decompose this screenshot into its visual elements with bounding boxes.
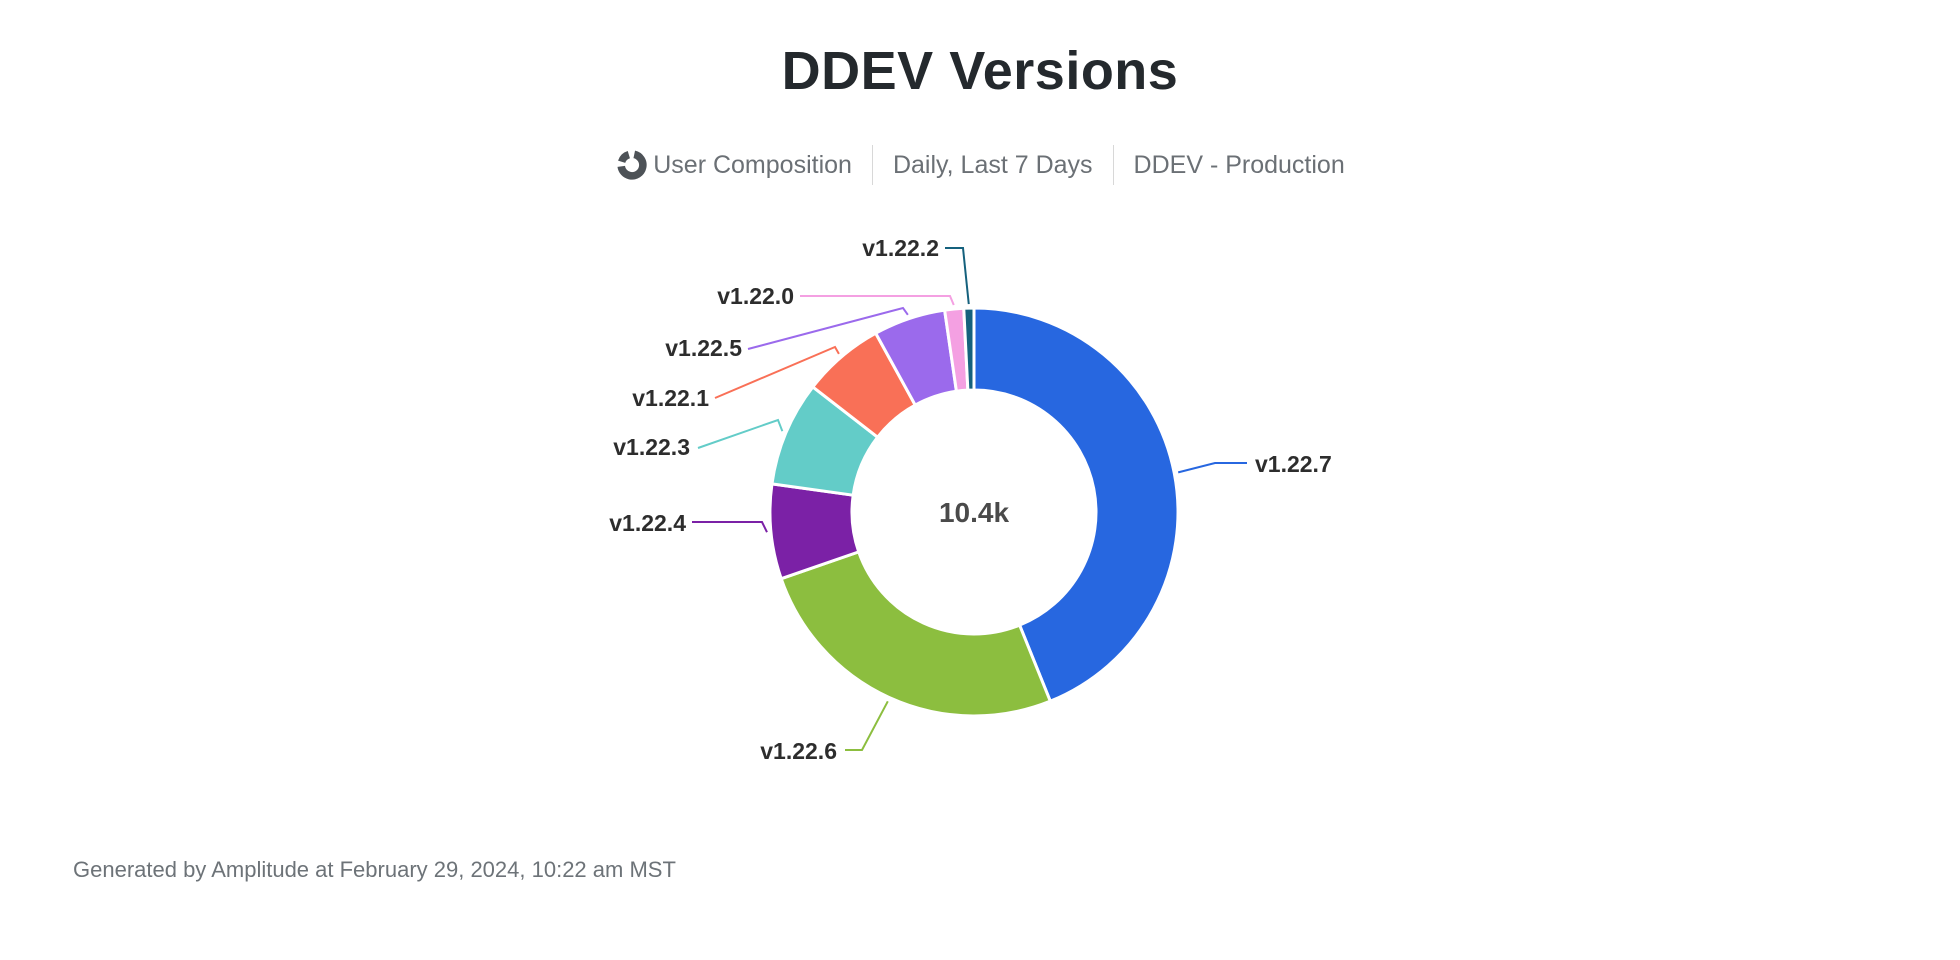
donut-chart-region: v1.22.7 v1.22.6 v1.22.4 v1.22.3 v1.22.1 v1.22… [540,220,1420,780]
project-label: DDEV - Production [1133,150,1345,179]
callout-line-v1.22.7 [1177,462,1247,474]
callout-line-v1.22.5 [747,306,909,350]
callout-line-v1.22.1 [714,345,840,399]
page-title: DDEV Versions [781,41,1179,101]
slice-label-v1.22.0: v1.22.0 [717,283,794,309]
date-range-label: Daily, Last 7 Days [892,150,1093,179]
donut-segment-v1.22.2[interactable] [962,306,976,392]
donut-chart: v1.22.7 v1.22.6 v1.22.4 v1.22.3 v1.22.1 v1.22… [609,235,1332,764]
slice-label-v1.22.3: v1.22.3 [613,434,690,460]
callout-line-v1.22.3 [697,418,784,449]
donut-chart-icon [617,150,647,180]
total-users-label: 10.4k [939,497,1009,528]
slice-label-v1.22.7: v1.22.7 [1255,451,1332,477]
donut-segment-v1.22.7[interactable] [972,306,1180,703]
callout-line-v1.22.4 [692,521,768,533]
slice-label-v1.22.1: v1.22.1 [632,385,709,411]
donut-segment-v1.22.6[interactable] [779,550,1052,718]
callout-line-v1.22.6 [845,700,889,751]
slice-label-v1.22.6: v1.22.6 [760,738,837,764]
subtitle-divider [871,145,873,185]
chart-type-label: User Composition [653,150,852,179]
subtitle-divider [1112,145,1114,185]
callout-line-v1.22.0 [800,295,955,306]
chart-subtitle: User Composition Daily, Last 7 Days DDEV… [0,143,1960,187]
chart-type-item: User Composition [615,148,852,182]
slice-label-v1.22.2: v1.22.2 [862,235,939,261]
generated-by-note: Generated by Amplitude at February 29, 2… [73,857,676,882]
slice-label-v1.22.5: v1.22.5 [665,335,742,361]
callout-line-v1.22.2 [945,247,970,305]
slice-label-v1.22.4: v1.22.4 [609,510,686,536]
